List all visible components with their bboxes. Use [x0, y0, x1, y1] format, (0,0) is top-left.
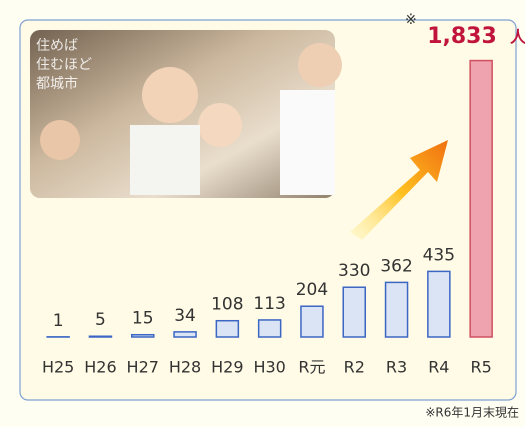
page: 住めば住むほど都城市 ※ 人 ※R6年1月末現在 H25 1 H26 5 H27 15 H2…	[0, 0, 525, 423]
bar	[343, 287, 365, 337]
x-tick-label: R2	[344, 358, 365, 377]
bar	[132, 335, 154, 337]
bar	[259, 320, 281, 337]
image-text-line: 住むほど	[36, 57, 92, 73]
photo	[30, 30, 342, 198]
value-label: 435	[423, 245, 455, 265]
value-label: 330	[338, 261, 370, 281]
x-tick-label: H30	[253, 358, 285, 377]
footnote: ※R6年1月末現在	[425, 406, 519, 420]
bar	[470, 61, 492, 337]
value-label: 204	[296, 280, 328, 300]
x-tick-label: H26	[84, 358, 116, 377]
chart: 住めば住むほど都城市 ※ 人 ※R6年1月末現在 H25 1 H26 5 H27 15 H2…	[0, 0, 525, 423]
x-tick-label: R5	[471, 358, 492, 377]
bar	[301, 306, 323, 337]
bar	[216, 321, 238, 337]
value-label: 1	[53, 311, 64, 331]
bar	[386, 282, 408, 337]
value-label: 108	[211, 295, 243, 315]
bar	[174, 332, 196, 337]
unit: 人	[510, 28, 525, 47]
value-label: 113	[253, 294, 285, 314]
value-label: 362	[380, 256, 412, 276]
value-label: 34	[174, 306, 196, 326]
image-text-line: 都城市	[36, 75, 78, 92]
x-tick-label: R元	[298, 358, 325, 377]
note-mark: ※	[405, 12, 417, 28]
x-tick-label: R4	[428, 358, 449, 377]
x-tick-label: H28	[169, 358, 201, 377]
image-text-line: 住めば	[36, 38, 78, 54]
x-tick-label: H25	[42, 358, 74, 377]
x-tick-label: H29	[211, 358, 243, 377]
bar	[428, 271, 450, 337]
value-label: 1,833	[427, 24, 497, 49]
x-tick-label: H27	[127, 358, 159, 377]
value-label: 15	[132, 309, 154, 329]
bar	[89, 336, 111, 337]
x-tick-label: R3	[386, 358, 407, 377]
value-label: 5	[95, 310, 106, 330]
